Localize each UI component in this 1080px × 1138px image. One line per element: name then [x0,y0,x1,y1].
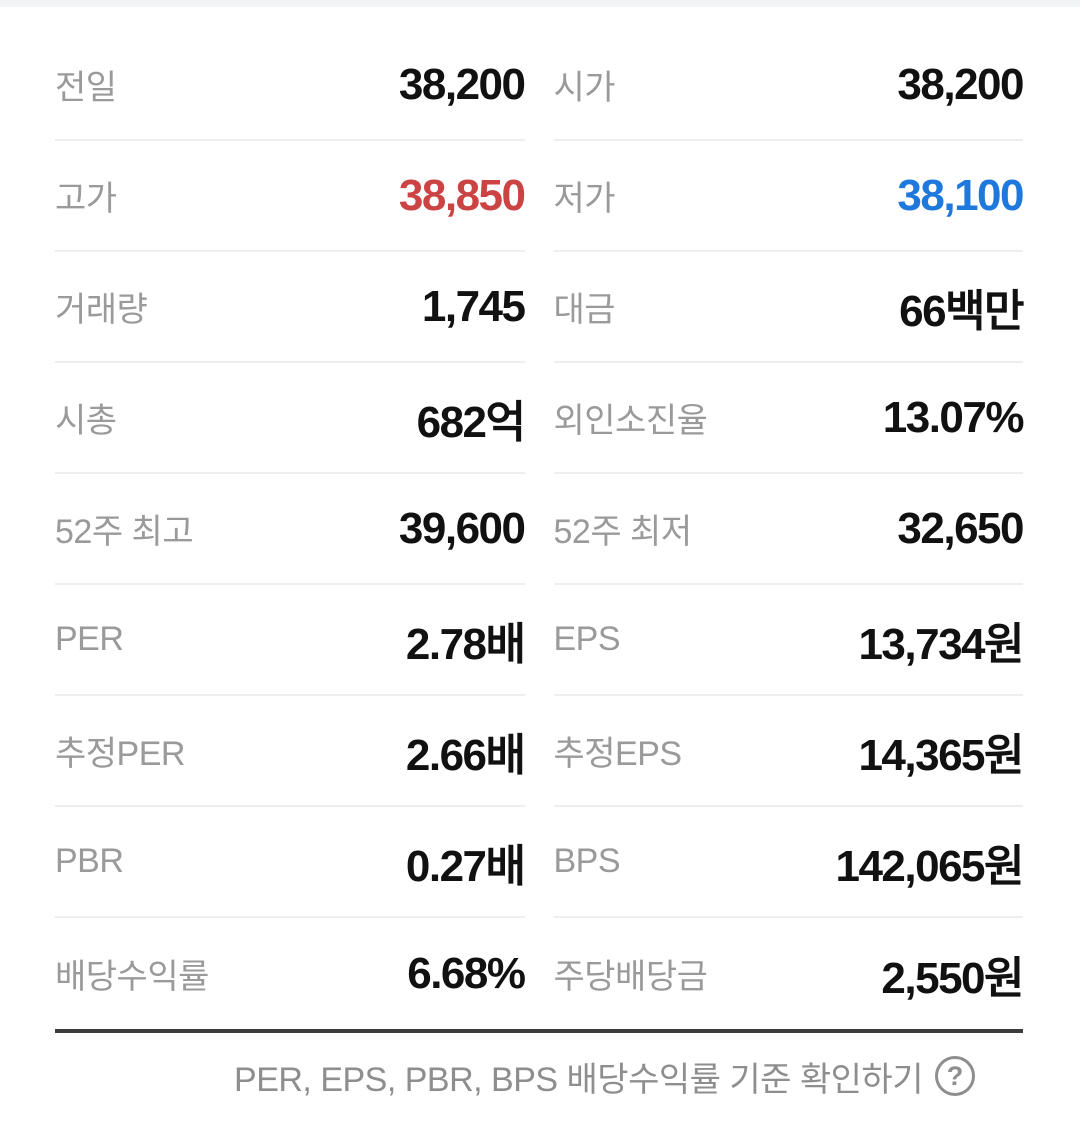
stat-value: 38,100 [897,170,1024,220]
stat-row: EPS 13,734원 [553,585,1024,696]
stat-row: 주당배당금 2,550원 [553,918,1025,1029]
stats-grid: 전일 38,200 고가 38,850 거래량 1,745 시총 682억 52주 최고 39,6… [55,30,1025,1029]
stat-label: 거래량 [55,291,148,329]
stat-label: EPS [553,620,621,658]
help-question-icon[interactable]: ? [935,1056,975,1096]
stat-label: BPS [553,842,621,880]
stat-row: 고가 38,850 [55,141,526,252]
stat-label: 시가 [553,69,616,107]
stat-value: 2.78배 [405,619,526,669]
stat-value: 13.07% [882,392,1025,442]
stat-label: 추정PER [55,735,185,773]
stat-value: 6.68% [407,948,526,998]
stat-label: 배당수익률 [55,958,209,996]
stat-value: 14,365원 [858,730,1024,780]
stat-label: PER [55,620,124,658]
top-edge-strip [0,0,1080,7]
stat-label: 전일 [55,69,117,107]
stat-value: 13,734원 [858,619,1024,669]
stats-column-left: 전일 38,200 고가 38,850 거래량 1,745 시총 682억 52주 최고 39,6… [55,30,526,1029]
stat-row: 대금 66백만 [553,252,1024,363]
stock-summary-table: 전일 38,200 고가 38,850 거래량 1,745 시총 682억 52주 최고 39,6… [0,7,1080,1119]
stat-value: 38,200 [897,59,1024,109]
stat-row: BPS 142,065원 [553,807,1024,918]
stat-row: PER 2.78배 [55,585,526,696]
stat-row: 추정EPS 14,365원 [553,696,1024,807]
stat-row: 거래량 1,745 [55,252,526,363]
stat-label: 52주 최고 [55,513,194,551]
stat-value: 2,550원 [881,953,1024,1003]
stat-row: 52주 최고 39,600 [55,474,526,585]
stat-label: 대금 [553,291,616,329]
stat-label: 시총 [55,402,117,440]
stat-row: 저가 38,100 [553,141,1024,252]
stat-row: 외인소진율 13.07% [553,363,1025,474]
stat-value: 142,065원 [835,841,1024,891]
stat-label: PBR [55,842,124,880]
stat-row: 52주 최저 32,650 [553,474,1024,585]
footer-divider [55,1029,1023,1033]
stat-row: 추정PER 2.66배 [55,696,526,807]
stat-row: 배당수익률 6.68% [55,918,526,1029]
stat-value: 2.66배 [405,730,526,780]
metrics-help-row: PER, EPS, PBR, BPS 배당수익률 기준 확인하기 ? [55,1033,1023,1119]
stat-label: 주당배당금 [553,958,708,996]
stat-value: 1,745 [421,281,526,331]
stat-row: PBR 0.27배 [55,807,526,918]
stat-label: 고가 [55,180,117,218]
stat-label: 추정EPS [553,735,683,773]
stat-row: 전일 38,200 [55,30,526,141]
stat-value: 32,650 [897,503,1024,553]
stat-label: 저가 [553,180,616,218]
stat-value: 38,200 [398,59,526,109]
metrics-help-link[interactable]: PER, EPS, PBR, BPS 배당수익률 기준 확인하기 [234,1060,923,1099]
stat-value: 682억 [416,397,526,447]
stat-value: 66백만 [899,286,1024,336]
stat-row: 시총 682억 [55,363,526,474]
stat-label: 52주 최저 [553,513,693,551]
stat-value: 39,600 [398,503,526,553]
stat-label: 외인소진율 [553,402,708,440]
stat-value: 0.27배 [405,841,526,891]
stat-row: 시가 38,200 [553,30,1024,141]
stat-value: 38,850 [398,170,526,220]
